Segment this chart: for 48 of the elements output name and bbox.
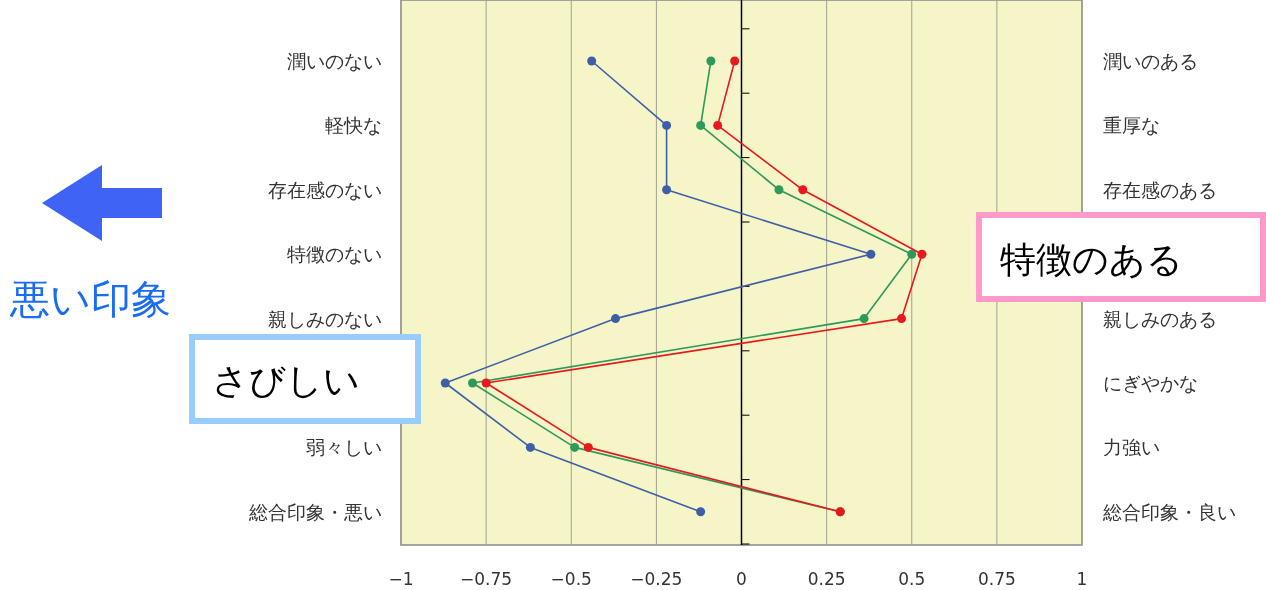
point <box>730 56 740 66</box>
point <box>570 442 580 452</box>
point <box>897 314 907 324</box>
y2-tick-label: 存在感のある <box>1103 178 1217 201</box>
y2-tick-label: 親しみのある <box>1103 307 1217 330</box>
y-tick-label: 潤いのない <box>287 50 382 72</box>
y2-tick-label: 力強い <box>1103 436 1160 459</box>
x-tick-label: 0.5 <box>898 569 926 589</box>
point <box>866 249 876 259</box>
y2-tick-label: にぎやかな <box>1103 372 1198 394</box>
point <box>713 120 723 130</box>
x-tick-label: 1 <box>1076 569 1088 589</box>
y2-tick-label: 重厚な <box>1103 114 1160 137</box>
point <box>468 378 478 388</box>
point <box>611 314 621 324</box>
annotation: 特徴のある <box>1000 239 1183 280</box>
point <box>859 314 869 324</box>
point <box>525 442 535 452</box>
x-tick-label: −0.75 <box>460 569 513 589</box>
y-tick-label: 親しみのない <box>268 307 382 330</box>
point <box>907 249 917 259</box>
point <box>662 120 672 130</box>
y-tick-label: 存在感のない <box>268 178 382 201</box>
text: さびしい <box>212 360 360 401</box>
y2-tick-label: 潤いのある <box>1103 50 1198 72</box>
text: 悪い印象 <box>9 276 171 322</box>
point <box>583 442 593 452</box>
x-tick-label: −1 <box>388 569 414 589</box>
point <box>798 185 808 195</box>
x-tick-label: 0.25 <box>807 569 846 589</box>
point <box>587 56 597 66</box>
point <box>662 185 672 195</box>
point <box>917 249 927 259</box>
y-tick-label: 弱々しい <box>306 436 382 459</box>
x-tick-label: −0.25 <box>630 569 683 589</box>
point <box>774 185 784 195</box>
y-tick-label: 総合印象・悪い <box>248 500 382 523</box>
x-tick-label: −0.5 <box>550 569 592 589</box>
point <box>706 56 716 66</box>
point <box>696 507 706 517</box>
y-tick-label: 軽快な <box>325 114 382 137</box>
y2-tick-label: 総合印象・良い <box>1102 500 1236 523</box>
x-tick-label: 0.75 <box>977 569 1016 589</box>
y-tick-label: 特徴のない <box>287 243 382 266</box>
x-tick-label: 0 <box>736 569 747 589</box>
point <box>440 378 450 388</box>
point <box>481 378 491 388</box>
point <box>696 120 706 130</box>
